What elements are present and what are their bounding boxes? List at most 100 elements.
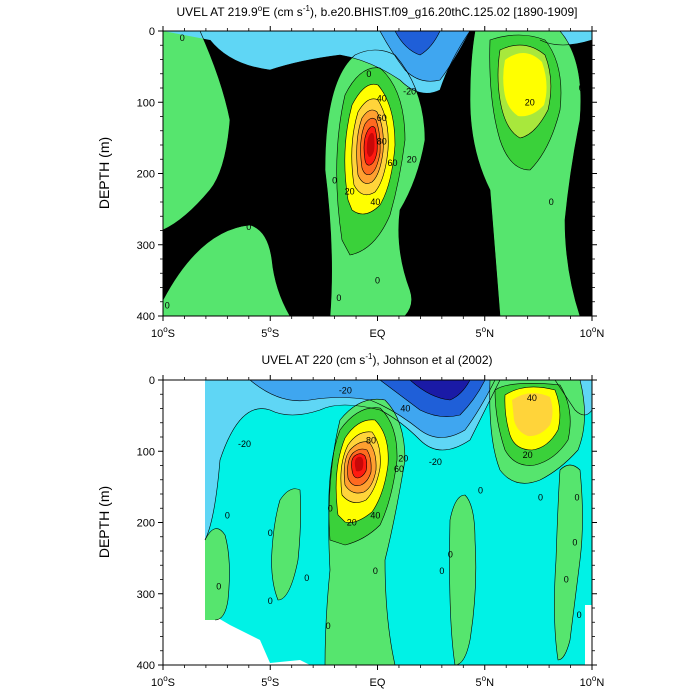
contour-label: 0: [225, 510, 230, 520]
y-tick-label: 300: [137, 589, 155, 601]
contour-line: [449, 494, 477, 665]
contour-label: 0: [326, 621, 331, 631]
contour-label: 0: [465, 140, 470, 150]
contour-line: [163, 224, 291, 316]
contour-label: -20: [429, 457, 442, 467]
contour-line: [494, 383, 571, 466]
contour-line: [324, 398, 406, 665]
contour-label: 0: [180, 33, 185, 43]
contour-label: 20: [345, 186, 355, 196]
y-tick-label: 100: [137, 446, 155, 458]
contour-label: 40: [527, 393, 537, 403]
contour-line: [343, 441, 377, 494]
x-tick-label: 10oS: [151, 674, 175, 689]
contour-label: 0: [549, 197, 554, 207]
contour-label: 0: [216, 582, 221, 592]
panel-1-contour-labels: 0 -20 0 -20 40 60 80 60 20 0 0 20 40 0 20 0 0 0 0 0 0 0: [165, 33, 584, 310]
contour-label: 20: [347, 518, 357, 528]
contour-label: 40: [370, 197, 380, 207]
contour-line: [351, 98, 389, 196]
contour-label: 0: [564, 575, 569, 585]
panel-2-y-axis-label: DEPTH (m): [96, 486, 112, 558]
contour-label: 0: [373, 566, 378, 576]
y-tick-label: 0: [149, 375, 155, 387]
contour-line: [469, 31, 501, 316]
contour-label: 0: [577, 610, 582, 620]
fill-nh-50: [512, 393, 553, 437]
contour-label: 40: [400, 404, 410, 414]
fill-south-positive: [205, 528, 230, 620]
contour-line: [379, 380, 486, 417]
contour-label: 0: [268, 528, 273, 538]
panel-2-title: UVEL AT 220 (cm s-1), Johnson et al (200…: [261, 352, 492, 367]
contour-label: 0: [579, 83, 584, 93]
contour-line: [356, 109, 384, 184]
contour-line: [379, 31, 471, 82]
contour-line: [409, 380, 471, 401]
contour-label: -20: [307, 58, 320, 68]
fill-surface-neg40: [395, 31, 440, 55]
fill-eq-90: [354, 456, 364, 472]
y-tick-label: 200: [137, 169, 155, 181]
x-tick-label: EQ: [370, 677, 386, 689]
contour-line: [163, 31, 231, 231]
contour-line: [328, 407, 398, 546]
contour-line: [539, 39, 592, 46]
contour-label: 0: [328, 503, 333, 513]
contour-label: 0: [452, 258, 457, 268]
contour-label: 20: [523, 450, 533, 460]
contour-label: 0: [304, 573, 309, 583]
contour-label: 60: [394, 464, 404, 474]
contour-label: 0: [424, 154, 429, 164]
panel-1-contour-field: 0 -20 0 -20 40 60 80 60 20 0 0 20 40 0 20 0 0 0 0 0 0 0: [163, 31, 592, 316]
fill-nh-east-positive: [554, 465, 583, 660]
fill-surface-negative: [163, 31, 592, 94]
y-tick-label: 300: [137, 240, 155, 252]
x-tick-label: 5oN: [475, 325, 494, 340]
contour-line: [363, 126, 378, 166]
contour-label: 20: [398, 453, 408, 463]
x-tick-label: 10oS: [151, 325, 175, 340]
fill-nh-40: [503, 52, 547, 117]
contour-label: 40: [370, 510, 380, 520]
contour-label: 20: [407, 154, 417, 164]
contour-label: 0: [538, 493, 543, 503]
fill-south-deep-positive: [271, 488, 301, 600]
contour-line: [271, 488, 301, 601]
y-tick-label: 100: [137, 97, 155, 109]
fill-eq-90: [366, 132, 375, 157]
contour-line: [554, 464, 583, 661]
contour-line: [204, 380, 501, 541]
panel-1: UVEL AT 219.9oE (cm s-1), b.e20.BHIST.f0…: [96, 4, 604, 340]
panel-2: UVEL AT 220 (cm s-1), Johnson et al (200…: [96, 352, 604, 689]
fill-south-positive: [163, 31, 230, 230]
contour-label: -20: [403, 87, 416, 97]
y-tick-label: 400: [137, 311, 155, 323]
contour-line: [497, 44, 552, 139]
contour-label: -20: [339, 386, 352, 396]
x-tick-label: 5oS: [261, 325, 279, 340]
contour-line: [335, 419, 389, 523]
fill-surface-neg60: [410, 380, 470, 400]
contour-line: [351, 453, 368, 479]
contour-label: 0: [332, 176, 337, 186]
contour-label: 0: [268, 596, 273, 606]
contour-label: 0: [246, 222, 251, 232]
contour-line: [489, 380, 585, 484]
contour-label: 20: [525, 97, 535, 107]
panel-2-x-axis: 10oS 5oS EQ 5oN 10oN: [151, 375, 604, 689]
contour-label: 60: [377, 113, 387, 123]
contour-line: [344, 83, 396, 215]
contour-label: 0: [336, 293, 341, 303]
contour-line: [336, 67, 406, 256]
x-tick-label: 10oN: [580, 674, 605, 689]
contour-line: [559, 31, 582, 316]
contour-label: 0: [366, 69, 371, 79]
x-tick-label: 5oN: [475, 674, 494, 689]
contour-line: [204, 528, 230, 621]
